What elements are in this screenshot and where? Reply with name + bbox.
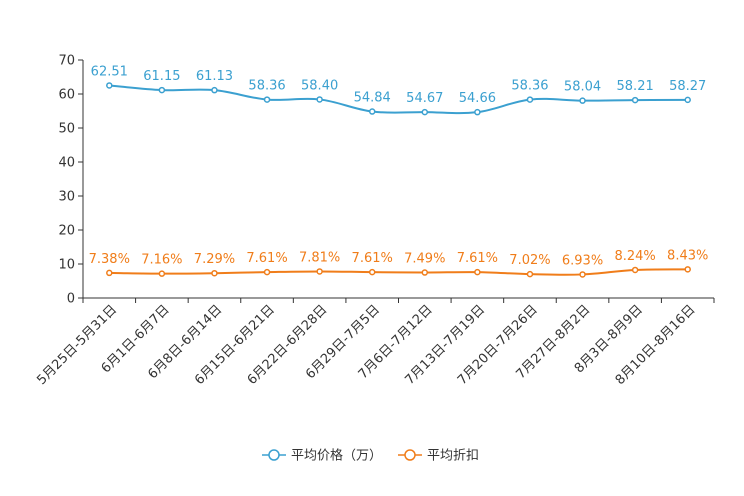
data-label: 54.84 (354, 91, 391, 106)
y-tick-label: 20 (58, 224, 75, 239)
data-label: 7.02% (509, 253, 550, 268)
y-tick-label: 30 (58, 190, 75, 205)
data-point (579, 97, 586, 104)
data-point (158, 270, 166, 277)
data-point (579, 271, 586, 278)
data-label: 62.51 (91, 64, 128, 79)
data-label: 7.61% (246, 251, 287, 266)
data-label: 7.16% (141, 253, 182, 268)
data-labels: 62.51 61.15 61.13 58.36 58.40 54.84 54.67 54.66… (89, 64, 709, 268)
data-label: 58.36 (511, 79, 548, 94)
data-label: 8.43% (667, 248, 708, 263)
data-point (316, 96, 323, 103)
data-point (474, 108, 481, 116)
data-label: 7.49% (404, 252, 445, 267)
data-point (368, 108, 376, 115)
legend[interactable]: 平均价格（万） 平均折扣 (262, 448, 479, 464)
data-point (526, 270, 534, 278)
series-line-0 (109, 84, 688, 115)
data-point (211, 269, 218, 277)
data-label: 58.36 (248, 79, 285, 94)
series-layer (106, 82, 691, 278)
data-label: 58.21 (617, 79, 654, 94)
data-point (631, 266, 639, 274)
data-label: 7.61% (457, 251, 498, 266)
data-point (106, 269, 113, 277)
legend-marker-icon (268, 449, 280, 461)
data-label: 8.24% (614, 249, 655, 264)
y-tick-label: 60 (58, 88, 75, 103)
data-label: 54.67 (406, 91, 443, 106)
y-tick-label: 50 (58, 122, 75, 137)
data-point (684, 266, 691, 273)
data-point (631, 96, 639, 104)
data-point (158, 86, 166, 94)
data-label: 61.13 (196, 69, 233, 84)
data-point (106, 82, 113, 89)
y-tick-label: 10 (58, 258, 75, 273)
data-point (421, 269, 429, 276)
data-label: 61.15 (143, 69, 180, 84)
legend-item[interactable]: 平均价格（万） (262, 448, 382, 464)
series-line-1 (109, 268, 688, 276)
legend-label: 平均折扣 (427, 449, 479, 464)
data-label: 58.40 (301, 78, 338, 93)
data-point (684, 96, 691, 104)
data-label: 7.38% (89, 252, 130, 267)
data-point (368, 268, 376, 276)
y-tick-label: 0 (67, 292, 75, 307)
data-label: 58.27 (669, 79, 706, 94)
data-point (263, 268, 271, 276)
data-point (526, 96, 534, 103)
data-label: 7.61% (352, 251, 393, 266)
legend-item[interactable]: 平均折扣 (398, 449, 479, 464)
data-point (474, 268, 481, 276)
data-point (263, 96, 271, 103)
legend-label: 平均价格（万） (291, 448, 382, 464)
data-label: 7.81% (299, 250, 340, 265)
y-tick-label: 40 (58, 156, 75, 171)
data-point (211, 86, 218, 94)
data-label: 58.04 (564, 80, 601, 95)
legend-marker-icon (404, 449, 416, 461)
data-label: 7.29% (194, 252, 235, 267)
data-point (421, 108, 429, 116)
data-label: 6.93% (562, 253, 603, 268)
y-tick-label: 70 (58, 54, 75, 69)
data-label: 54.66 (459, 91, 496, 106)
data-point (316, 268, 323, 275)
